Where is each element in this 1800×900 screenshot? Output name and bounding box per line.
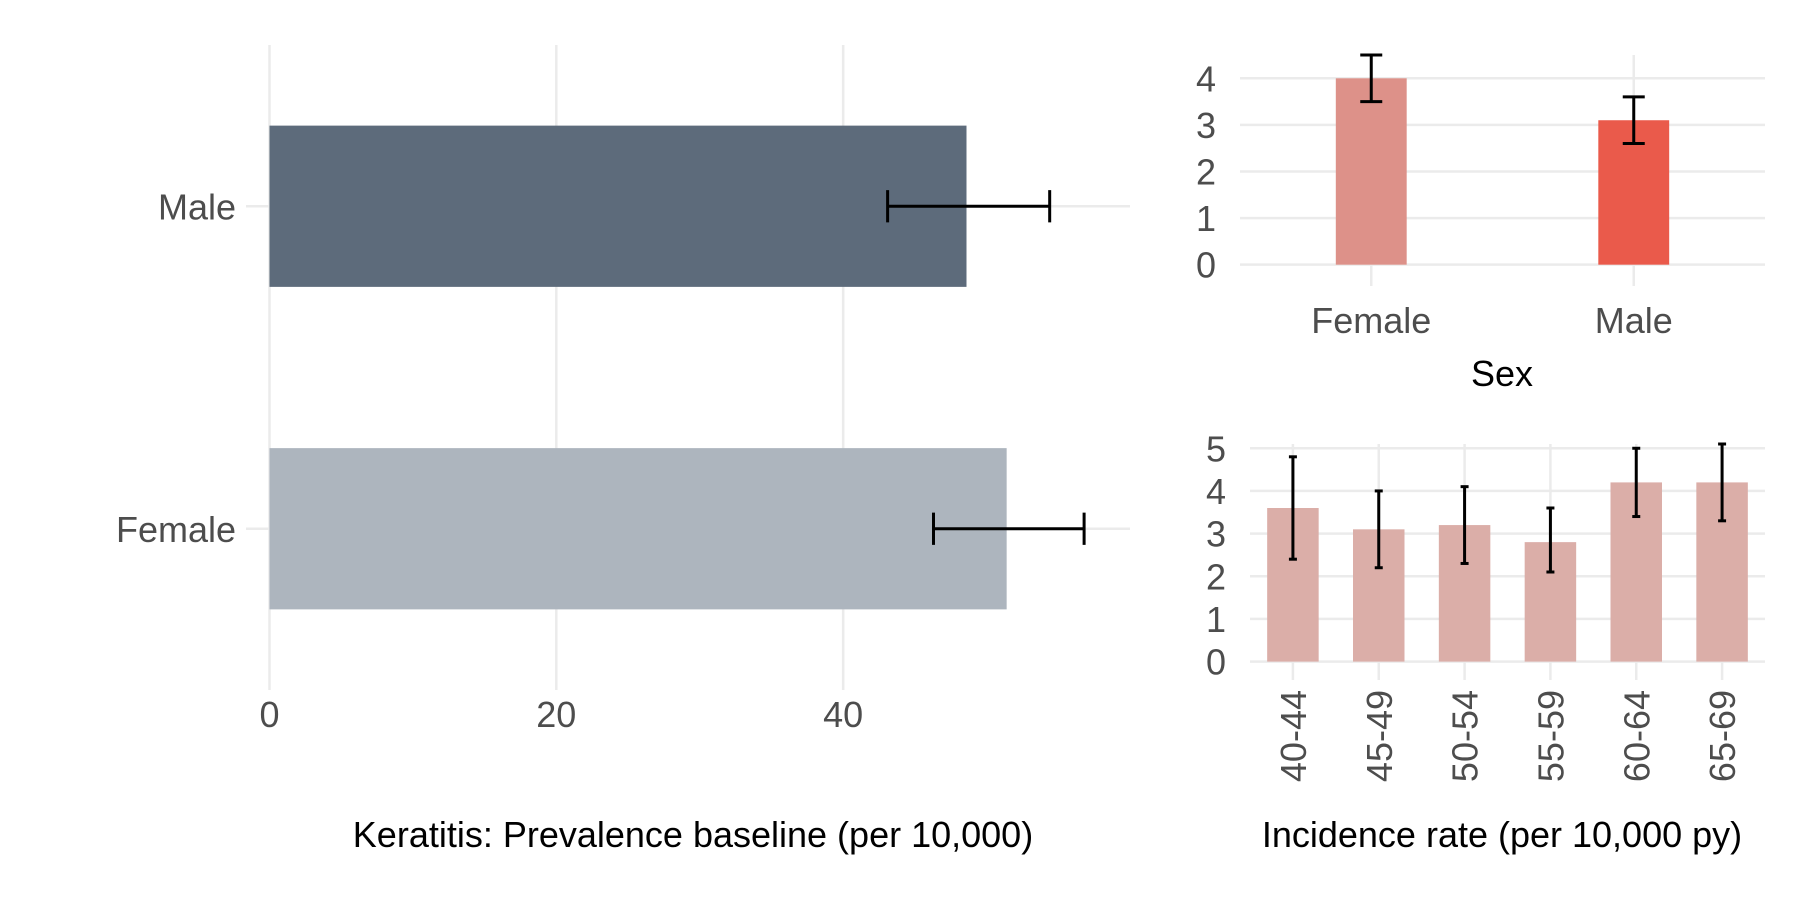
sex-x-tick-label: Male [1595,300,1673,341]
age-x-tick-label: 40-44 [1273,690,1314,782]
sex-x-axis-title: Sex [1471,353,1533,394]
sex-y-tick-label: 0 [1196,245,1216,286]
sex-y-tick-label: 4 [1196,58,1216,99]
prevalence-y-tick-label: Male [158,186,236,227]
prevalence-x-tick-label: 20 [536,694,576,735]
age-x-axis-title: Incidence rate (per 10,000 py) [1262,814,1742,855]
age-x-tick-label: 60-64 [1616,690,1657,782]
sex-y-tick-label: 1 [1196,198,1216,239]
sex-x-tick-label: Female [1311,300,1431,341]
age-x-tick-label: 50-54 [1445,690,1486,782]
age-y-tick-label: 3 [1206,514,1226,555]
prevalence-bar [269,448,1007,610]
age-y-tick-label: 4 [1206,471,1226,512]
age-x-tick-label: 45-49 [1359,690,1400,782]
prevalence-y-tick-label: Female [116,509,236,550]
age-x-tick-label: 55-59 [1530,690,1571,782]
age-y-tick-label: 1 [1206,599,1226,640]
prevalence-x-tick-label: 0 [259,694,279,735]
age-y-tick-label: 0 [1206,642,1226,683]
prevalence-panel: 0 20 40 Male Female [116,45,1130,735]
sex-bar [1335,78,1407,265]
sex-y-tick-label: 3 [1196,105,1216,146]
prevalence-bar [269,125,967,287]
prevalence-x-tick-label: 40 [823,694,863,735]
age-y-tick-label: 5 [1206,428,1226,469]
age-x-tick-label: 65-69 [1702,690,1743,782]
age-y-tick-label: 2 [1206,556,1226,597]
sex-y-tick-label: 2 [1196,151,1216,192]
incidence-by-sex-panel: 0 1 2 3 4 Female Male [1196,53,1765,341]
prevalence-x-axis-title: Keratitis: Prevalence baseline (per 10,0… [353,814,1033,855]
